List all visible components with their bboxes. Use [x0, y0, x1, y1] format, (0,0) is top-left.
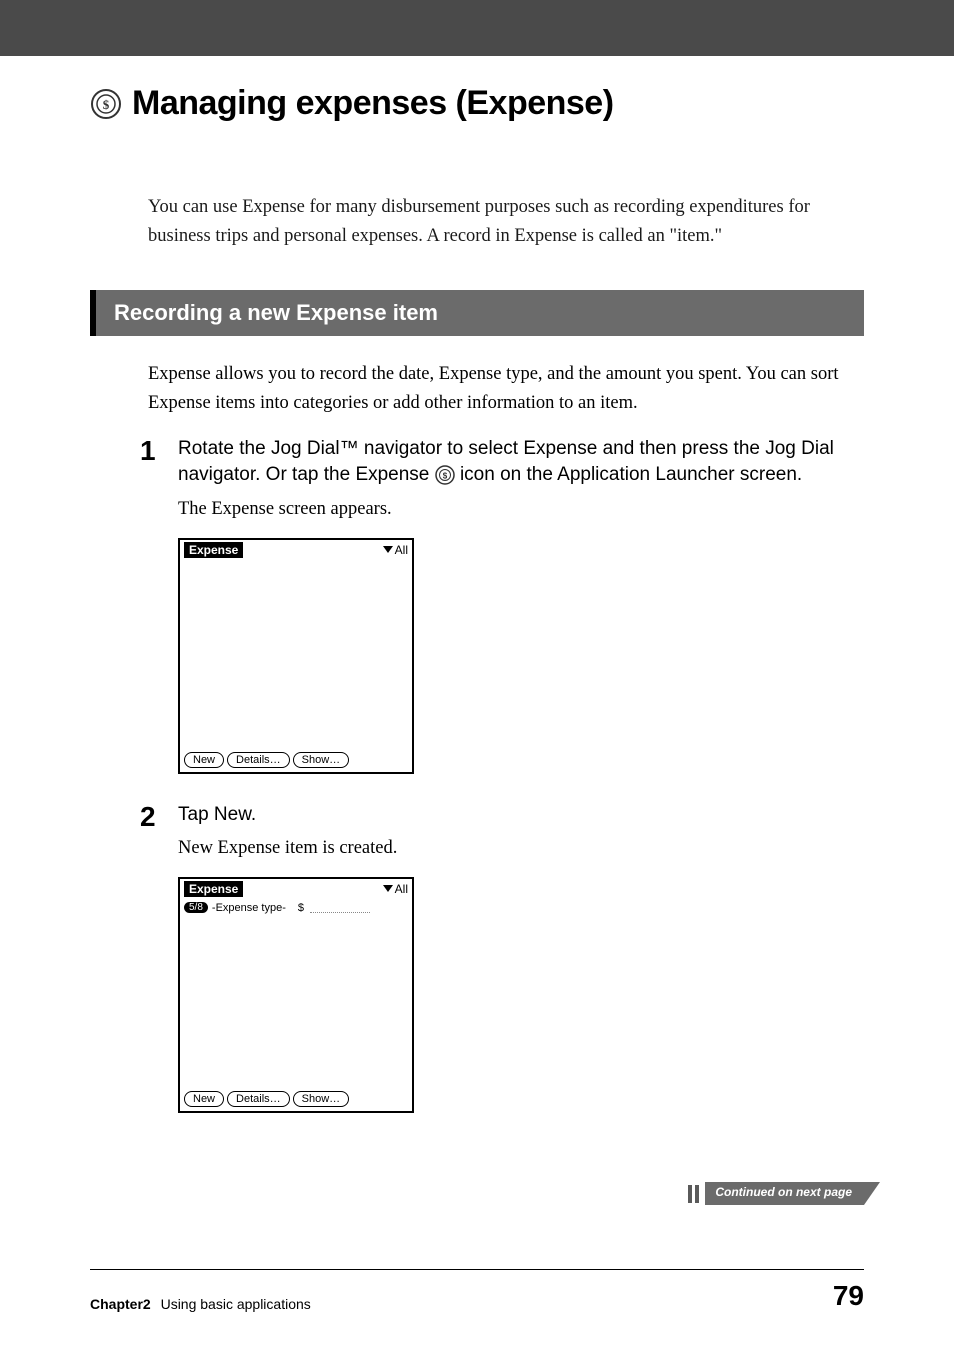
intro-paragraph: You can use Expense for many disbursemen…: [148, 193, 864, 250]
section-heading: Recording a new Expense item: [90, 290, 864, 336]
expense-screen-empty: Expense All New Details… Show…: [178, 538, 414, 774]
instruction-text-b: icon on the Application Launcher screen.: [460, 464, 802, 485]
show-button[interactable]: Show…: [293, 1091, 350, 1107]
step-note: New Expense item is created.: [178, 834, 864, 863]
palm-body: [180, 560, 412, 750]
expense-type-placeholder[interactable]: -Expense type-: [212, 902, 286, 914]
palm-body: 5/8 -Expense type- $: [180, 899, 412, 1089]
category-label: All: [395, 882, 408, 896]
expense-inline-icon: $: [435, 465, 455, 485]
palm-title: Expense: [184, 881, 243, 897]
footer-left: Chapter2 Using basic applications: [90, 1296, 311, 1312]
category-dropdown[interactable]: All: [383, 543, 408, 557]
step-number: 1: [140, 436, 178, 774]
page-content: $ Managing expenses (Expense) You can us…: [0, 84, 954, 1113]
new-button[interactable]: New: [184, 752, 224, 768]
step-instruction: Rotate the Jog Dial™ navigator to select…: [178, 436, 864, 489]
page-footer: Chapter2 Using basic applications 79: [90, 1269, 864, 1312]
svg-text:$: $: [103, 97, 110, 112]
details-button[interactable]: Details…: [227, 752, 290, 768]
amount-field[interactable]: [310, 903, 370, 913]
step-number: 2: [140, 802, 178, 1113]
palm-header: Expense All: [180, 540, 412, 560]
palm-header: Expense All: [180, 879, 412, 899]
palm-title: Expense: [184, 542, 243, 558]
expense-screen-new-item: Expense All 5/8 -Expense type- $ New: [178, 877, 414, 1113]
svg-text:$: $: [442, 472, 447, 481]
palm-button-row: New Details… Show…: [184, 1091, 349, 1107]
step-note: The Expense screen appears.: [178, 495, 864, 524]
currency-symbol: $: [298, 902, 304, 914]
step-body: Tap New. New Expense item is created. Ex…: [178, 802, 864, 1113]
step-2: 2 Tap New. New Expense item is created. …: [140, 802, 864, 1113]
section-intro: Expense allows you to record the date, E…: [148, 360, 864, 417]
palm-button-row: New Details… Show…: [184, 752, 349, 768]
banner-bars-icon: [688, 1185, 699, 1203]
expense-item-row[interactable]: 5/8 -Expense type- $: [184, 902, 408, 914]
step-1: 1 Rotate the Jog Dial™ navigator to sele…: [140, 436, 864, 774]
expense-date[interactable]: 5/8: [184, 902, 208, 913]
continued-flag: Continued on next page: [705, 1182, 864, 1205]
chapter-description: Using basic applications: [161, 1296, 311, 1312]
page-title: Managing expenses (Expense): [132, 84, 614, 123]
dropdown-arrow-icon: [383, 885, 393, 892]
continued-banner: Continued on next page: [688, 1182, 864, 1205]
dropdown-arrow-icon: [383, 546, 393, 553]
main-heading: $ Managing expenses (Expense): [90, 84, 864, 123]
category-label: All: [395, 543, 408, 557]
new-button[interactable]: New: [184, 1091, 224, 1107]
details-button[interactable]: Details…: [227, 1091, 290, 1107]
expense-app-icon: $: [90, 88, 122, 120]
category-dropdown[interactable]: All: [383, 882, 408, 896]
step-instruction: Tap New.: [178, 802, 864, 829]
continued-text: Continued on next page: [715, 1185, 852, 1199]
top-bar: [0, 0, 954, 56]
show-button[interactable]: Show…: [293, 752, 350, 768]
page-number: 79: [833, 1280, 864, 1312]
chapter-label: Chapter2: [90, 1296, 151, 1312]
step-body: Rotate the Jog Dial™ navigator to select…: [178, 436, 864, 774]
